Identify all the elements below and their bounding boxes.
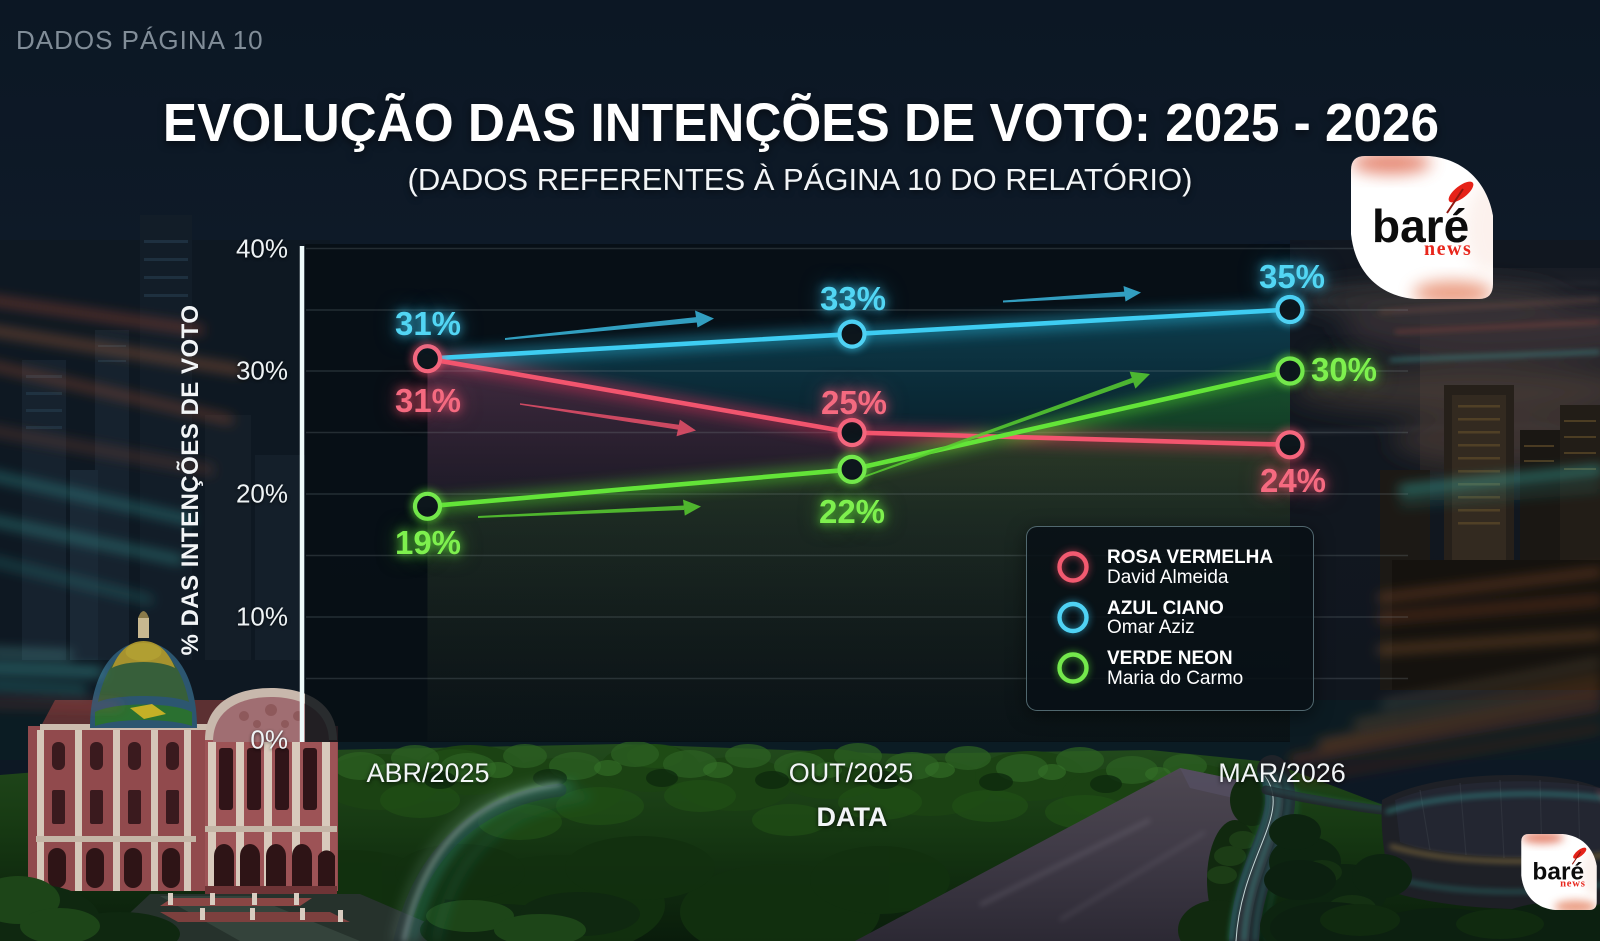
svg-text:baré: baré [1372, 200, 1469, 252]
svg-text:news: news [1424, 238, 1472, 260]
